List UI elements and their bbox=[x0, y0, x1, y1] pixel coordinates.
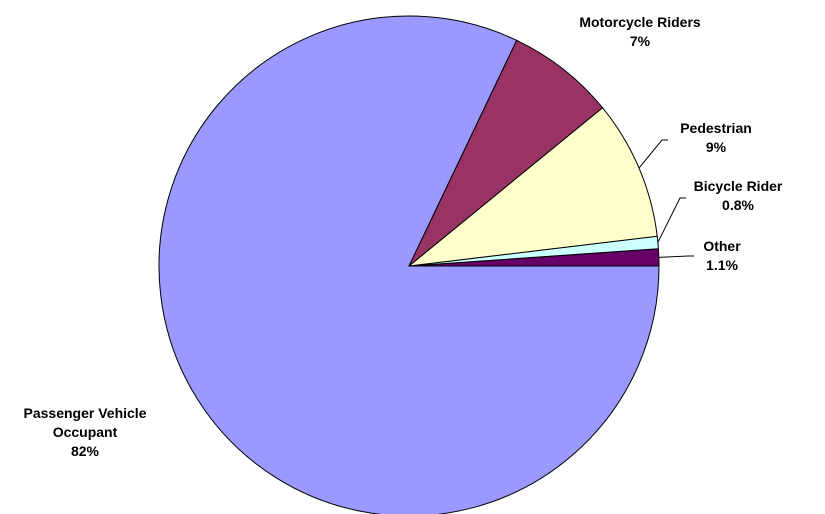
leader-line bbox=[638, 139, 668, 169]
slice-value: 7% bbox=[629, 33, 651, 49]
slice-name: Pedestrian bbox=[680, 120, 752, 136]
slice-label: Bicycle Rider 0.8% bbox=[638, 177, 825, 215]
slice-name: Other bbox=[703, 238, 741, 254]
pie-slice bbox=[407, 107, 658, 267]
slice-value: 0.8% bbox=[722, 197, 754, 213]
slice-name: Passenger Vehicle Occupant bbox=[23, 404, 147, 440]
slice-value: 1.1% bbox=[706, 257, 738, 273]
slice-name: Bicycle Rider bbox=[693, 178, 783, 194]
pie-slice bbox=[158, 15, 660, 514]
slice-name: Motorcycle Riders bbox=[579, 14, 701, 30]
slice-label: Passenger Vehicle Occupant 82% bbox=[0, 404, 185, 461]
slice-label: Other 1.1% bbox=[622, 237, 822, 275]
slice-value: 82% bbox=[70, 442, 100, 459]
leader-line bbox=[657, 197, 686, 243]
slice-value: 9% bbox=[705, 139, 727, 155]
pie-slice bbox=[408, 39, 604, 267]
slice-label: Motorcycle Riders 7% bbox=[540, 13, 740, 51]
slice-label: Pedestrian 9% bbox=[616, 119, 816, 157]
leader-line bbox=[658, 255, 694, 258]
